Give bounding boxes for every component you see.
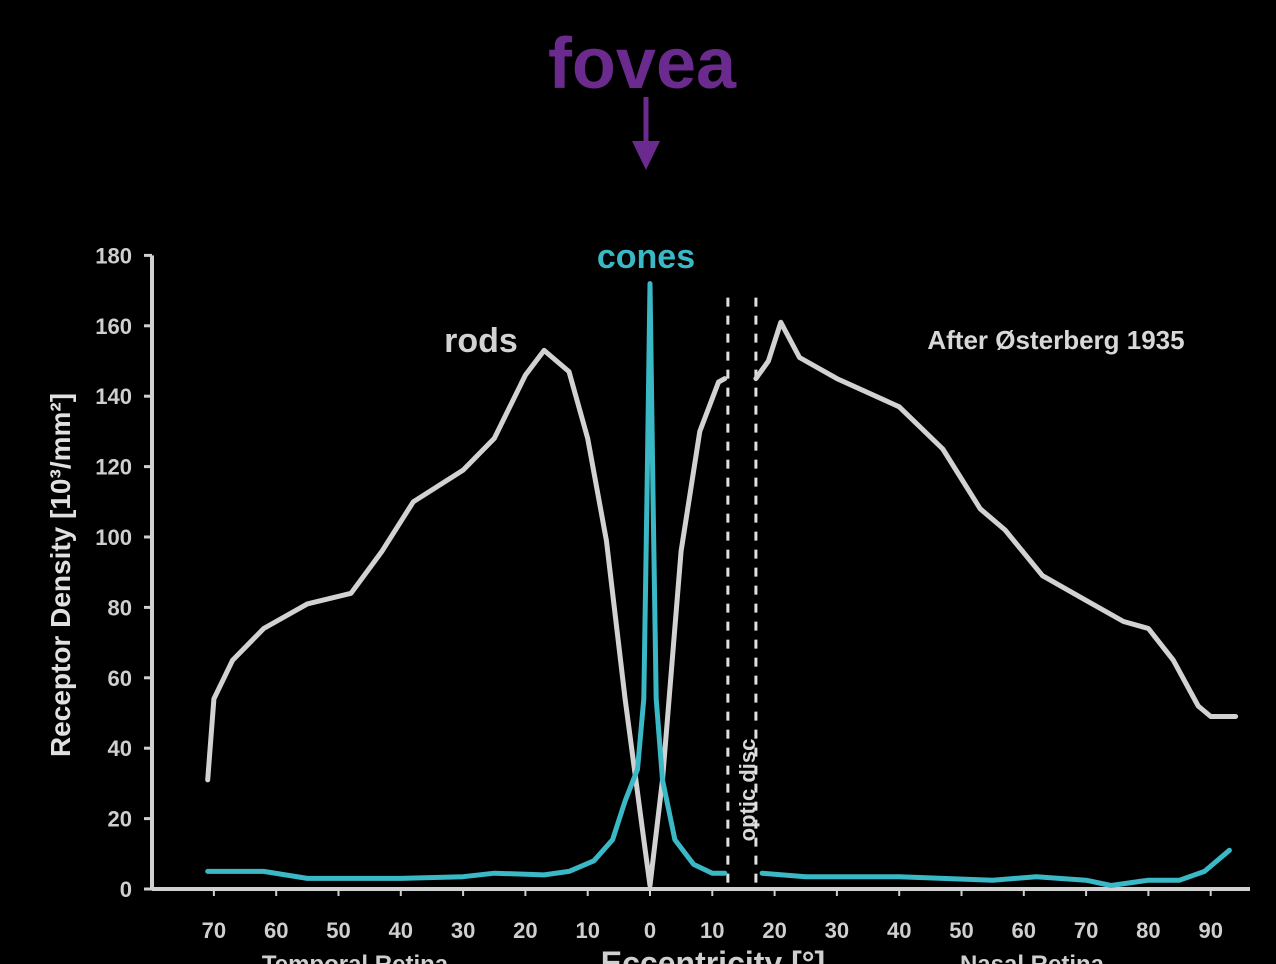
temporal-retina-label: Temporal Retina [262, 951, 449, 964]
y-tick-label: 40 [108, 736, 132, 761]
x-tick-label: 40 [887, 918, 911, 943]
x-tick-label: 80 [1136, 918, 1160, 943]
y-tick-label: 100 [95, 525, 132, 550]
y-tick-label: 160 [95, 314, 132, 339]
y-tick-label: 80 [108, 595, 132, 620]
nasal-retina-label: Nasal Retina [960, 951, 1105, 964]
rods-series-line [753, 319, 1239, 719]
x-tick-label: 30 [825, 918, 849, 943]
x-tick-label: 70 [202, 918, 226, 943]
y-tick-label: 140 [95, 384, 132, 409]
cones-series-line [759, 847, 1232, 888]
x-tick-label: 0 [644, 918, 656, 943]
y-tick-label: 60 [108, 666, 132, 691]
x-axis-label: Eccentricity [°] [601, 945, 825, 964]
x-tick-label: 40 [389, 918, 413, 943]
source-annotation: After Østerberg 1935 [927, 325, 1184, 355]
x-tick-label: 20 [513, 918, 537, 943]
cones-series-label: cones [597, 238, 695, 276]
cones-series-line [205, 281, 728, 881]
fovea-arrow-icon [632, 97, 660, 170]
y-tick-label: 120 [95, 455, 132, 480]
x-tick-label: 10 [575, 918, 599, 943]
x-tick-label: 50 [949, 918, 973, 943]
x-tick-label: 60 [264, 918, 288, 943]
rods-series-label: rods [444, 322, 518, 360]
x-tick-label: 70 [1074, 918, 1098, 943]
x-tick-label: 30 [451, 918, 475, 943]
y-tick-label: 180 [95, 243, 132, 268]
y-tick-label: 0 [120, 877, 132, 902]
chart-title: fovea [548, 24, 737, 104]
x-tick-label: 90 [1198, 918, 1222, 943]
x-tick-label: 50 [326, 918, 350, 943]
y-tick-label: 20 [108, 807, 132, 832]
y-axis-label: Receptor Density [10³/mm²] [45, 393, 76, 757]
x-tick-label: 10 [700, 918, 724, 943]
rods-series-line [205, 347, 728, 888]
x-tick-label: 60 [1012, 918, 1036, 943]
x-tick-label: 20 [762, 918, 786, 943]
